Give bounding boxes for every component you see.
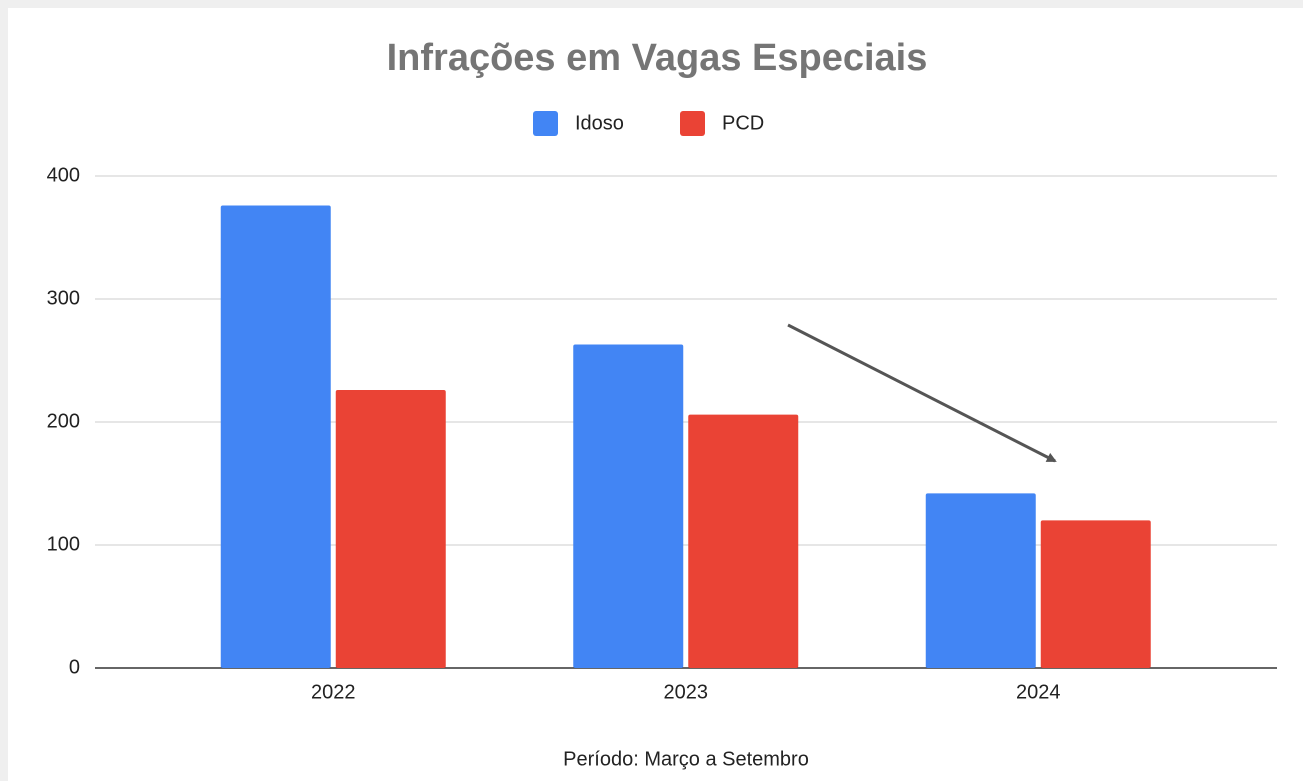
- legend-label: PCD: [722, 112, 764, 134]
- bar: [573, 344, 684, 668]
- y-tick-label: 400: [47, 164, 80, 186]
- bar: [1040, 520, 1151, 668]
- trend-arrow: [787, 323, 1057, 463]
- legend-swatch: [680, 111, 705, 136]
- legend-label: Idoso: [575, 112, 624, 134]
- chart-title: Infrações em Vagas Especiais: [387, 37, 928, 79]
- y-tick-label: 300: [47, 287, 80, 309]
- y-tick-label: 100: [47, 533, 80, 555]
- x-tick-label: 2022: [311, 681, 356, 703]
- y-tick-label: 0: [69, 656, 80, 678]
- y-tick-label: 200: [47, 410, 80, 432]
- x-tick-label: 2024: [1016, 681, 1061, 703]
- bar: [688, 414, 799, 668]
- legend-swatch: [533, 111, 558, 136]
- x-tick-label: 2023: [664, 681, 709, 703]
- bar: [335, 390, 446, 668]
- x-axis-title: Período: Março a Setembro: [563, 748, 809, 770]
- bar: [925, 493, 1036, 668]
- bar: [220, 205, 331, 668]
